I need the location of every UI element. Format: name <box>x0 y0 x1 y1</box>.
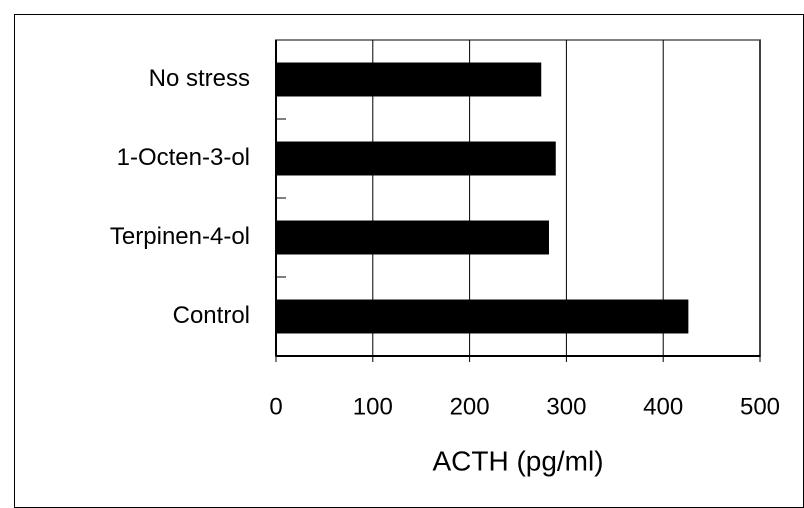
x-tick-label: 400 <box>643 393 683 420</box>
x-tick-label: 100 <box>353 393 393 420</box>
bar <box>276 62 542 97</box>
bar <box>276 141 556 176</box>
x-axis-label: ACTH (pg/ml) <box>432 445 603 476</box>
x-tick-label: 300 <box>546 393 586 420</box>
y-tick-label: Control <box>173 302 250 329</box>
bar <box>276 299 689 334</box>
y-tick-label: 1-Octen-3-ol <box>117 144 250 171</box>
x-tick-label: 200 <box>450 393 490 420</box>
y-tick-label: No stress <box>149 65 250 92</box>
bar <box>276 220 549 255</box>
x-tick-label: 0 <box>269 393 282 420</box>
x-tick-label: 500 <box>740 393 780 420</box>
y-tick-label: Terpinen-4-ol <box>110 223 250 250</box>
